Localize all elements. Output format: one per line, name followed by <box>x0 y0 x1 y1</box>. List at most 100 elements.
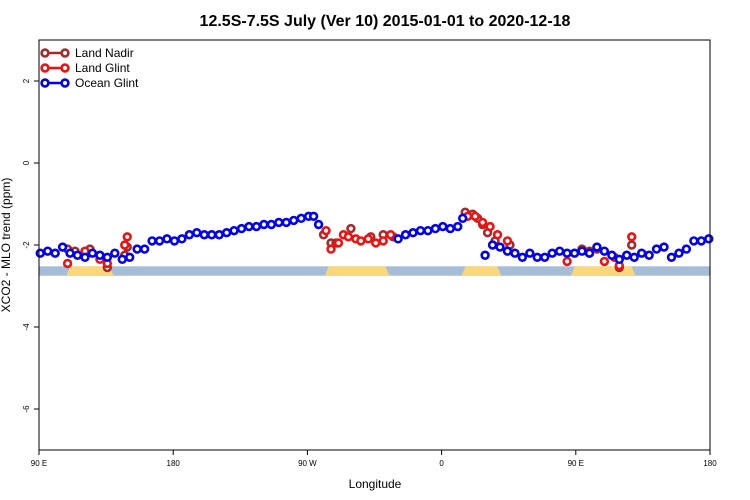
data-point <box>162 234 172 244</box>
data-point <box>495 242 505 252</box>
y-axis: 2 0 -2 -4 -6 <box>22 78 39 413</box>
data-point <box>236 223 247 234</box>
map-strip <box>39 266 710 276</box>
legend-item: Land Nadir <box>40 46 134 60</box>
data-point <box>214 230 224 240</box>
data-point <box>177 234 187 244</box>
legend-marker <box>60 48 70 58</box>
land-patch <box>570 266 636 276</box>
data-point <box>356 236 366 246</box>
data-point <box>636 248 647 258</box>
data-point <box>540 252 550 262</box>
data-point <box>470 211 480 222</box>
x-axis-label: Longitude <box>349 477 402 491</box>
data-point <box>229 225 239 236</box>
legend-marker <box>60 63 70 73</box>
data-point <box>517 252 528 262</box>
data-point <box>532 252 542 262</box>
x-tick-label: 90 W <box>298 459 317 468</box>
data-point <box>378 236 388 246</box>
x-tick-label: 0 <box>439 459 444 468</box>
data-point <box>371 238 381 248</box>
data-point <box>393 234 403 244</box>
data-point <box>102 252 113 262</box>
data-point <box>72 250 83 260</box>
data-point <box>458 213 468 224</box>
x-tick-label: 180 <box>703 459 717 468</box>
data-point <box>259 219 269 230</box>
data-point <box>117 254 127 265</box>
data-point <box>614 254 624 265</box>
data-point <box>453 221 463 232</box>
data-point <box>577 246 587 256</box>
data-point <box>584 248 595 258</box>
data-point <box>554 246 565 256</box>
data-point <box>244 221 254 232</box>
data-point <box>313 219 324 230</box>
legend-marker <box>40 63 50 73</box>
data-point <box>154 236 165 246</box>
x-axis: 90 E 180 90 W 0 90 E 180 <box>31 450 717 468</box>
data-point <box>415 225 426 236</box>
y-tick-label: -6 <box>22 405 31 413</box>
data-point <box>599 246 610 256</box>
data-point <box>485 221 495 232</box>
data-point <box>644 250 654 260</box>
data-point <box>423 225 433 236</box>
data-point <box>169 236 180 246</box>
data-point <box>445 223 455 234</box>
data-point <box>438 221 448 232</box>
land-patch <box>66 266 114 276</box>
land-patch <box>461 266 502 276</box>
data-point <box>627 232 637 242</box>
data-point <box>50 248 60 258</box>
data-point <box>192 228 202 238</box>
data-point <box>95 250 105 260</box>
data-point <box>326 244 336 254</box>
data-point <box>492 230 503 240</box>
data-point <box>408 228 418 238</box>
series-land-glint <box>62 211 637 271</box>
series-ocean-glint <box>35 211 714 265</box>
data-point <box>547 248 557 258</box>
y-tick-label: -4 <box>22 323 31 331</box>
data-point <box>622 250 632 260</box>
data-point <box>510 248 520 258</box>
data-point <box>629 252 639 262</box>
data-point <box>296 213 306 224</box>
plot-series <box>35 207 714 273</box>
legend-item: Land Glint <box>40 61 130 75</box>
data-point <box>199 230 209 240</box>
data-point <box>681 244 692 254</box>
data-point <box>274 217 284 228</box>
data-point <box>480 250 490 260</box>
x-tick-label: 90 E <box>568 459 584 468</box>
data-point <box>689 236 699 246</box>
data-point <box>363 234 373 244</box>
x-tick-label: 90 E <box>31 459 47 468</box>
data-point <box>184 230 195 240</box>
y-tick-label: 2 <box>22 78 31 83</box>
y-axis-label: XCO2 - MLO trend (ppm) <box>0 178 13 313</box>
data-point <box>321 225 331 236</box>
legend-label: Land Nadir <box>75 46 134 60</box>
data-point <box>502 236 513 246</box>
data-point <box>674 248 684 258</box>
data-point <box>704 234 714 244</box>
data-point <box>120 240 130 250</box>
data-point <box>525 248 535 258</box>
data-point <box>139 244 150 254</box>
data-point <box>87 248 98 258</box>
data-point <box>62 258 73 269</box>
data-point <box>125 252 135 262</box>
data-point <box>207 230 217 240</box>
data-point <box>477 217 488 228</box>
data-point <box>281 217 291 228</box>
data-point <box>696 236 707 246</box>
data-point <box>562 256 572 267</box>
data-point <box>80 252 90 262</box>
y-tick-label: 0 <box>22 160 31 165</box>
data-point <box>333 238 344 248</box>
data-point <box>35 248 45 258</box>
